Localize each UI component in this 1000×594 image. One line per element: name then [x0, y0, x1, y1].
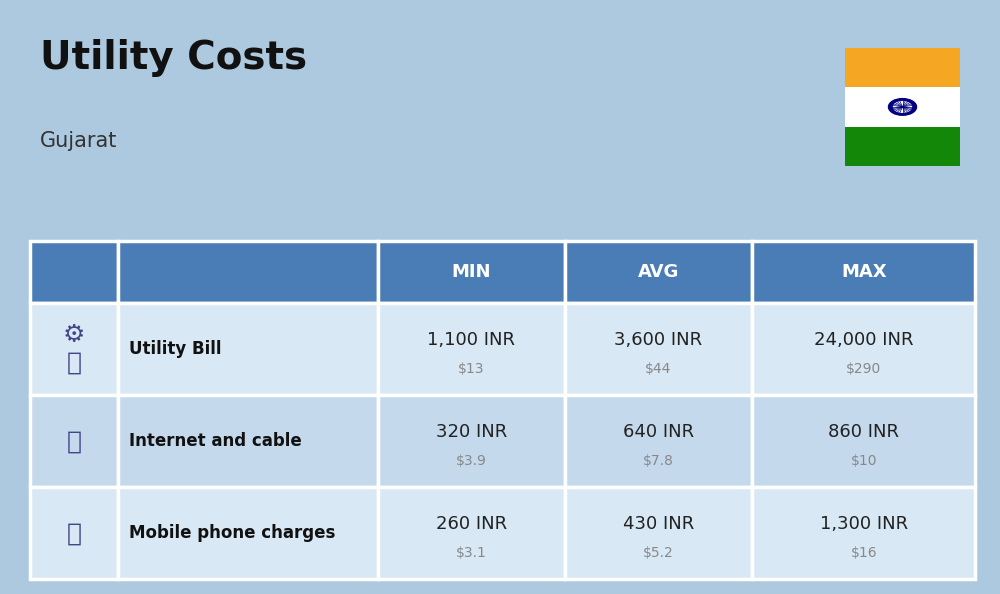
- Text: $3.9: $3.9: [456, 454, 487, 469]
- Text: Utility Bill: Utility Bill: [129, 340, 222, 358]
- Text: ⚙
🔌: ⚙ 🔌: [63, 323, 85, 375]
- Bar: [30, 303, 118, 395]
- Text: 3,600 INR: 3,600 INR: [614, 331, 702, 349]
- Bar: [845, 87, 960, 127]
- Text: Gujarat: Gujarat: [40, 131, 117, 151]
- Text: 320 INR: 320 INR: [436, 423, 507, 441]
- Bar: [845, 127, 960, 166]
- Bar: [565, 487, 752, 579]
- Bar: [752, 241, 975, 303]
- Bar: [30, 395, 118, 487]
- Text: MIN: MIN: [451, 263, 491, 281]
- Text: $10: $10: [850, 454, 877, 469]
- Text: 📱: 📱: [66, 521, 81, 545]
- Text: $5.2: $5.2: [643, 546, 674, 560]
- Text: 860 INR: 860 INR: [828, 423, 899, 441]
- Text: AVG: AVG: [638, 263, 679, 281]
- Bar: [118, 487, 378, 579]
- Bar: [118, 395, 378, 487]
- Bar: [565, 303, 752, 395]
- Text: 260 INR: 260 INR: [436, 515, 507, 533]
- Bar: [118, 241, 378, 303]
- Text: 640 INR: 640 INR: [623, 423, 694, 441]
- Text: $13: $13: [458, 362, 484, 377]
- Bar: [378, 395, 565, 487]
- Bar: [752, 303, 975, 395]
- Text: $44: $44: [645, 362, 672, 377]
- Circle shape: [894, 102, 912, 112]
- Bar: [378, 303, 565, 395]
- Text: $16: $16: [850, 546, 877, 560]
- Circle shape: [889, 99, 916, 115]
- Text: 1,100 INR: 1,100 INR: [427, 331, 515, 349]
- Text: Utility Costs: Utility Costs: [40, 39, 307, 77]
- Bar: [378, 241, 565, 303]
- Text: MAX: MAX: [841, 263, 887, 281]
- Text: 24,000 INR: 24,000 INR: [814, 331, 913, 349]
- Bar: [118, 303, 378, 395]
- Text: Internet and cable: Internet and cable: [129, 432, 302, 450]
- Text: 430 INR: 430 INR: [623, 515, 694, 533]
- Bar: [752, 395, 975, 487]
- Bar: [845, 48, 960, 87]
- Text: 1,300 INR: 1,300 INR: [820, 515, 908, 533]
- Text: $290: $290: [846, 362, 881, 377]
- Bar: [378, 487, 565, 579]
- Bar: [30, 487, 118, 579]
- Text: Mobile phone charges: Mobile phone charges: [129, 524, 336, 542]
- Bar: [30, 241, 118, 303]
- Bar: [565, 241, 752, 303]
- Text: $7.8: $7.8: [643, 454, 674, 469]
- Bar: [565, 395, 752, 487]
- Text: $3.1: $3.1: [456, 546, 487, 560]
- Text: 📶: 📶: [66, 429, 81, 453]
- Bar: [752, 487, 975, 579]
